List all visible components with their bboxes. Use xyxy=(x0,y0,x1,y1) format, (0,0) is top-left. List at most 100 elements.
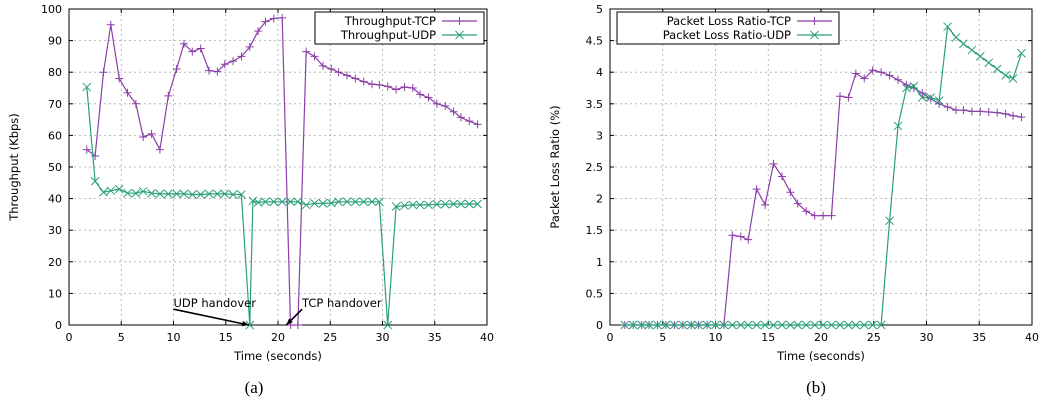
data-point-tcp xyxy=(310,52,319,61)
annotation-arrowhead xyxy=(286,318,293,325)
data-point-tcp xyxy=(877,68,886,77)
data-point-udp xyxy=(245,320,255,330)
x-tick-label: 15 xyxy=(761,331,775,344)
x-tick-label: 5 xyxy=(659,331,666,344)
data-point-udp xyxy=(440,199,450,209)
x-tick-label: 25 xyxy=(867,331,881,344)
data-point-udp xyxy=(301,200,311,210)
data-point-udp xyxy=(628,320,638,330)
legend-marker-tcp xyxy=(810,17,819,25)
data-point-udp xyxy=(752,320,761,330)
data-point-udp xyxy=(449,199,458,209)
data-point-tcp xyxy=(786,188,795,197)
data-point-tcp xyxy=(959,106,968,115)
data-point-udp xyxy=(801,320,811,330)
data-point-tcp xyxy=(473,120,482,129)
data-point-udp xyxy=(318,198,328,208)
data-point-udp xyxy=(876,320,886,330)
y-tick-label: 0 xyxy=(596,319,603,332)
y-tick-label: 10 xyxy=(48,287,62,300)
data-point-udp xyxy=(975,52,985,61)
data-point-tcp xyxy=(179,39,188,48)
data-point-tcp xyxy=(213,67,222,76)
legend-label-udp: Throughput-UDP xyxy=(340,28,436,42)
x-tick-label: 30 xyxy=(920,331,934,344)
x-tick-label: 35 xyxy=(972,331,986,344)
data-point-udp xyxy=(99,187,108,197)
data-point-udp xyxy=(286,197,295,207)
data-point-tcp xyxy=(967,107,976,116)
data-point-udp xyxy=(686,320,696,330)
data-point-udp xyxy=(228,190,238,199)
legend-box xyxy=(616,11,840,45)
data-point-udp xyxy=(172,189,181,199)
x-tick-label: 10 xyxy=(709,331,723,344)
y-tick-label: 1 xyxy=(596,256,603,269)
data-point-udp xyxy=(694,320,703,330)
data-point-udp xyxy=(147,188,156,198)
data-point-udp xyxy=(653,320,662,330)
data-point-tcp xyxy=(868,66,877,75)
y-tick-label: 1.5 xyxy=(586,224,604,237)
x-tick-label: 10 xyxy=(167,331,181,344)
y-tick-label: 2.5 xyxy=(586,161,604,174)
data-point-udp xyxy=(835,320,845,330)
x-tick-label: 0 xyxy=(66,331,73,344)
x-tick-label: 40 xyxy=(480,331,494,344)
data-point-udp xyxy=(728,320,737,330)
y-tick-label: 4 xyxy=(596,66,603,79)
data-point-tcp xyxy=(334,68,343,77)
data-point-tcp xyxy=(465,117,474,126)
data-point-udp xyxy=(391,202,401,211)
data-point-tcp xyxy=(851,69,860,78)
data-point-udp xyxy=(334,197,343,207)
data-point-udp xyxy=(670,320,679,330)
data-point-udp xyxy=(400,201,409,210)
data-point-tcp xyxy=(769,159,778,168)
data-point-udp xyxy=(1008,74,1018,83)
data-point-udp xyxy=(253,198,263,207)
data-point-tcp xyxy=(368,80,377,89)
y-tick-label: 70 xyxy=(48,98,62,111)
data-point-tcp xyxy=(400,83,409,92)
annotation-arrowhead xyxy=(241,321,249,327)
data-point-tcp xyxy=(984,108,993,117)
y-tick-label: 30 xyxy=(48,224,62,237)
data-point-udp xyxy=(702,320,712,330)
data-point-udp xyxy=(106,186,116,196)
data-point-udp xyxy=(984,58,994,68)
legend-label-tcp: Throughput-TCP xyxy=(344,14,436,28)
data-point-udp xyxy=(473,199,482,209)
legend-marker-tcp xyxy=(455,17,464,25)
data-point-udp xyxy=(793,320,803,330)
data-point-udp xyxy=(196,190,206,199)
data-point-tcp xyxy=(408,84,417,92)
data-point-udp xyxy=(934,96,944,105)
data-point-udp xyxy=(187,190,197,199)
y-tick-label: 5 xyxy=(596,3,603,16)
data-point-udp xyxy=(851,320,861,330)
data-point-tcp xyxy=(441,102,450,111)
caption-b: (b) xyxy=(806,378,826,397)
series-line-udp xyxy=(86,87,478,326)
data-point-tcp xyxy=(449,107,458,116)
data-point-tcp xyxy=(131,99,140,108)
data-point-tcp xyxy=(196,44,205,53)
x-tick-label: 30 xyxy=(376,331,390,344)
data-point-tcp xyxy=(802,207,811,216)
data-point-udp xyxy=(885,216,894,226)
series-line-tcp xyxy=(86,17,478,326)
data-point-tcp xyxy=(761,200,770,209)
legend-label-udp: Packet Loss Ratio-UDP xyxy=(663,28,791,42)
data-point-tcp xyxy=(885,71,894,80)
data-point-udp xyxy=(893,121,903,131)
data-point-tcp xyxy=(827,211,836,220)
y-tick-label: 60 xyxy=(48,129,62,142)
data-point-tcp xyxy=(844,93,853,102)
legend-marker-udp xyxy=(810,30,819,40)
data-point-udp xyxy=(163,189,173,199)
y-tick-label: 100 xyxy=(41,3,62,16)
data-point-tcp xyxy=(205,66,214,75)
data-point-tcp xyxy=(835,92,844,101)
